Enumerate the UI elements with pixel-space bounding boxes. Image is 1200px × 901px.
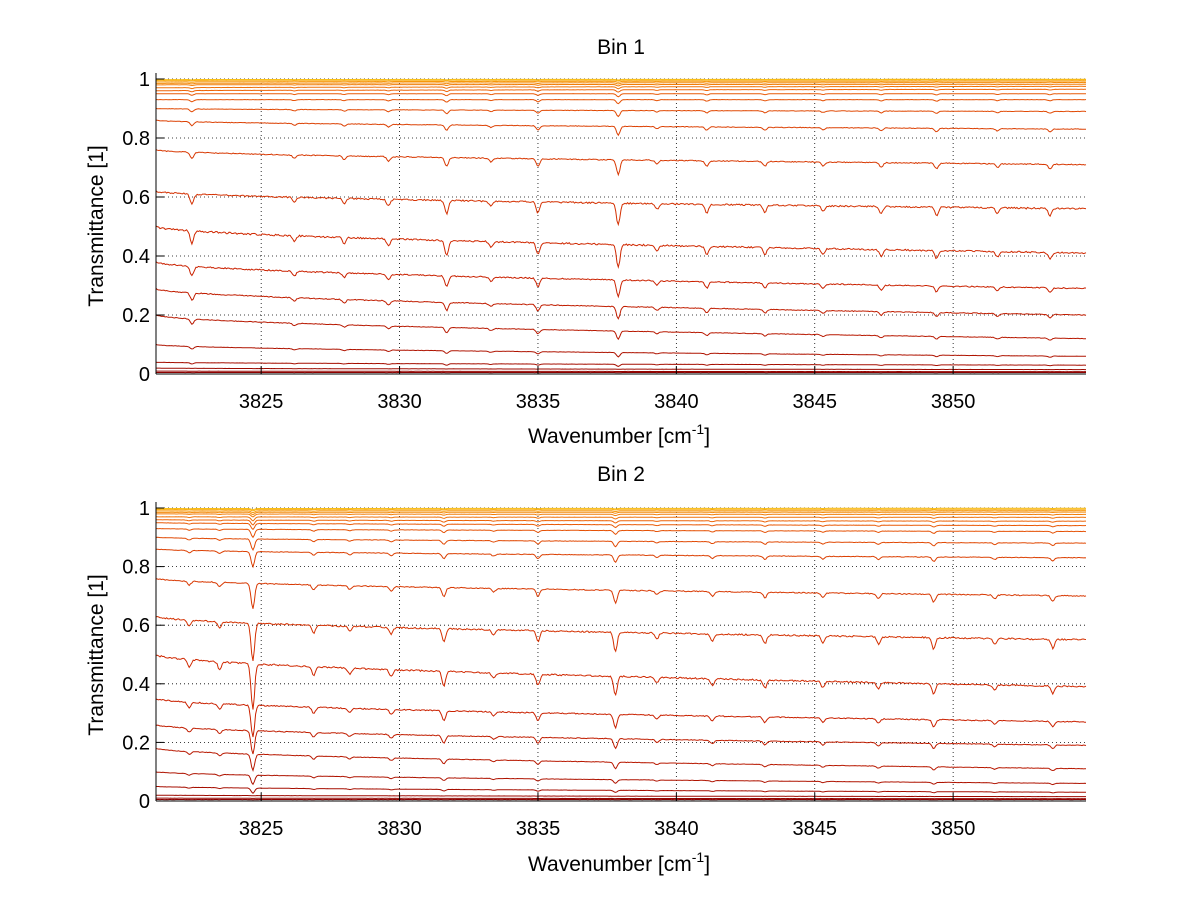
chart-title: Bin 2 — [597, 463, 645, 486]
chart-panel-bin-1: Bin 1 3825 3830 3835 3840 3845 3850 0 0.2 0.4 0.… — [85, 36, 1087, 448]
series-line — [156, 797, 1087, 800]
x-tick-label: 3835 — [516, 818, 561, 840]
x-tick-label: 3830 — [377, 391, 422, 413]
series-line — [155, 536, 1087, 551]
series-line — [155, 361, 1087, 367]
x-axis-label: Wavenumber [cm-1] — [528, 421, 710, 448]
series-line — [156, 93, 1087, 98]
x-tick-label: 3850 — [931, 818, 976, 840]
y-tick-label: 0.8 — [122, 557, 150, 579]
series-line — [156, 522, 1087, 531]
series-line — [156, 79, 1086, 82]
series-line — [155, 107, 1087, 118]
y-tick-labels: 0 0.2 0.4 0.6 0.8 1 — [122, 69, 150, 386]
series-line — [156, 83, 1086, 87]
x-tick-label: 3845 — [793, 391, 838, 413]
series-line — [156, 511, 1086, 516]
x-tick-label: 3830 — [377, 818, 422, 840]
y-tick-label: 0 — [139, 791, 150, 813]
y-tick-label: 0.4 — [122, 674, 150, 696]
series-line — [156, 507, 1086, 511]
y-axis-label: Transmittance [1] — [85, 145, 108, 306]
x-axis-label-main: Wavenumber [cm — [528, 853, 692, 876]
x-tick-label: 3825 — [239, 818, 284, 840]
series-line — [155, 119, 1087, 137]
series-group — [155, 78, 1087, 374]
series-line — [156, 516, 1086, 522]
series-line — [155, 343, 1087, 358]
y-tick-label: 0.2 — [122, 305, 150, 327]
x-tick-label: 3840 — [654, 391, 699, 413]
series-line — [156, 80, 1087, 83]
axes — [155, 73, 1086, 375]
y-tick-label: 0.6 — [122, 187, 150, 209]
series-line — [155, 190, 1087, 227]
axes — [155, 502, 1086, 802]
series-line — [156, 510, 1087, 514]
y-tick-label: 0.2 — [122, 732, 150, 754]
series-line — [156, 85, 1086, 90]
series-line — [156, 98, 1087, 105]
x-tick-label: 3835 — [516, 391, 561, 413]
series-line — [155, 654, 1087, 710]
series-line — [156, 527, 1087, 539]
series-line — [156, 519, 1086, 526]
y-tick-label: 0.4 — [122, 246, 150, 268]
series-line — [155, 771, 1087, 786]
series-group — [155, 507, 1087, 801]
x-axis-label-superscript: -1 — [692, 421, 705, 437]
y-tick-label: 1 — [139, 69, 150, 91]
series-line — [155, 615, 1087, 661]
series-line — [155, 314, 1086, 341]
x-tick-label: 3845 — [793, 818, 838, 840]
y-axis-label: Transmittance [1] — [85, 574, 108, 735]
x-tick-label: 3840 — [654, 818, 699, 840]
chart-panel-bin-2: Bin 2 3825 3830 3835 3840 3845 3850 0 0.2 0.4 0.… — [85, 463, 1087, 876]
series-line — [155, 724, 1087, 755]
y-tick-label: 0 — [139, 364, 150, 386]
series-line — [155, 508, 1087, 512]
y-tick-labels: 0 0.2 0.4 0.6 0.8 1 — [122, 498, 150, 813]
y-tick-label: 0.6 — [122, 615, 150, 637]
series-line — [155, 287, 1087, 320]
x-axis-label: Wavenumber [cm-1] — [528, 849, 710, 876]
series-line — [156, 548, 1087, 569]
series-line — [156, 81, 1087, 85]
series-line — [155, 88, 1086, 93]
series-line — [155, 698, 1086, 738]
x-tick-labels: 3825 3830 3835 3840 3845 3850 — [239, 818, 975, 840]
x-axis-label-suffix: ] — [704, 425, 710, 448]
x-axis-label-main: Wavenumber [cm — [528, 425, 692, 448]
series-line — [156, 794, 1086, 798]
series-line — [155, 785, 1086, 795]
x-tick-label: 3850 — [931, 391, 976, 413]
series-line — [156, 367, 1086, 371]
x-axis-label-suffix: ] — [704, 853, 710, 876]
y-tick-label: 1 — [139, 498, 150, 520]
series-line — [156, 513, 1086, 518]
series-line — [155, 578, 1087, 609]
x-tick-labels: 3825 3830 3835 3840 3845 3850 — [239, 391, 975, 413]
series-line — [155, 225, 1087, 270]
x-tick-label: 3825 — [239, 391, 284, 413]
y-tick-label: 0.8 — [122, 128, 150, 150]
series-line — [155, 149, 1087, 177]
series-line — [155, 370, 1086, 373]
series-line — [156, 78, 1086, 81]
x-axis-label-superscript: -1 — [692, 849, 705, 865]
chart-title: Bin 1 — [597, 36, 645, 59]
series-line — [155, 748, 1086, 772]
series-line — [155, 261, 1087, 299]
